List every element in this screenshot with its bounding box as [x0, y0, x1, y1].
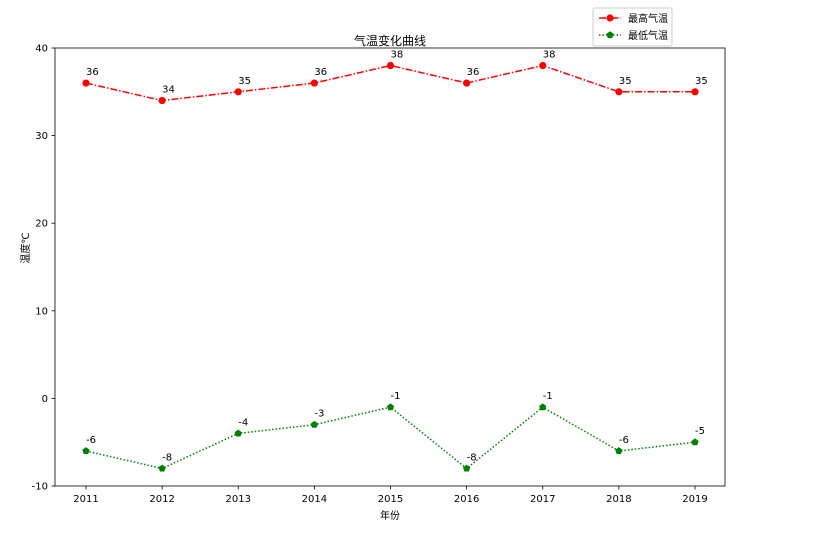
- data-point-marker: [691, 438, 699, 446]
- x-tick-label: 2012: [149, 494, 174, 505]
- y-tick-label: 30: [35, 131, 48, 142]
- data-point-marker: [310, 79, 318, 87]
- data-point-marker: [82, 79, 90, 87]
- data-label: -6: [86, 435, 96, 446]
- data-point-marker: [539, 403, 547, 411]
- x-tick-label: 2018: [606, 494, 631, 505]
- data-label: 36: [467, 67, 480, 78]
- x-axis-label: 年份: [380, 509, 400, 522]
- data-point-marker: [82, 447, 90, 455]
- data-label: -4: [238, 417, 248, 428]
- data-label: 35: [619, 76, 632, 87]
- x-tick-label: 2017: [530, 494, 555, 505]
- data-point-marker: [386, 403, 395, 411]
- data-label: -1: [543, 391, 553, 402]
- data-label: 36: [314, 67, 327, 78]
- x-tick-label: 2013: [226, 494, 251, 505]
- legend-marker-min-temp: [606, 31, 614, 39]
- y-tick-label: 10: [35, 306, 48, 317]
- data-label: 35: [238, 76, 251, 87]
- y-tick-label: -10: [32, 482, 48, 493]
- data-label: -8: [467, 452, 477, 463]
- y-tick-label: 20: [35, 219, 48, 230]
- y-tick-label: 40: [35, 44, 48, 55]
- data-label: 38: [543, 50, 556, 61]
- data-label: 34: [162, 85, 175, 96]
- data-point-marker: [691, 88, 699, 96]
- data-label: 38: [391, 50, 404, 61]
- legend-label-max-temp: 最高气温: [628, 12, 668, 25]
- data-label: 36: [86, 67, 99, 78]
- plot-frame: [54, 47, 726, 487]
- x-tick-label: 2016: [454, 494, 479, 505]
- x-tick-label: 2019: [682, 494, 707, 505]
- data-point-marker: [158, 96, 166, 105]
- data-point-marker: [158, 464, 166, 472]
- legend-label-min-temp: 最低气温: [628, 29, 668, 42]
- data-label: -1: [391, 391, 401, 402]
- data-label: 35: [695, 76, 708, 87]
- x-tick-label: 2011: [73, 494, 98, 505]
- legend-marker-max-temp: [606, 14, 614, 22]
- data-point-marker: [463, 464, 471, 472]
- legend: 最高气温 最低气温: [592, 7, 673, 47]
- data-point-marker: [234, 88, 242, 96]
- data-label: -8: [162, 452, 172, 463]
- y-tick-label: 0: [42, 394, 48, 405]
- data-point-marker: [615, 447, 623, 455]
- data-point-marker: [539, 61, 547, 70]
- y-axis-label: 温度℃: [19, 232, 32, 263]
- chart-title: 气温变化曲线: [354, 33, 426, 48]
- data-label: -5: [695, 426, 705, 437]
- x-tick-label: 2015: [378, 494, 403, 505]
- data-point-marker: [615, 88, 623, 96]
- data-point-marker: [463, 79, 471, 87]
- x-tick-label: 2014: [302, 494, 327, 505]
- series-line-min-temp: [85, 406, 696, 470]
- data-point-marker: [386, 61, 395, 70]
- data-point-marker: [310, 420, 318, 428]
- plot-area: -10 0 10 20 30 40 2011 2012 2013 2014 2015 2016 2017…: [32, 44, 726, 505]
- data-point-marker: [234, 429, 242, 437]
- data-label: -3: [314, 409, 324, 420]
- data-label: -6: [619, 435, 629, 446]
